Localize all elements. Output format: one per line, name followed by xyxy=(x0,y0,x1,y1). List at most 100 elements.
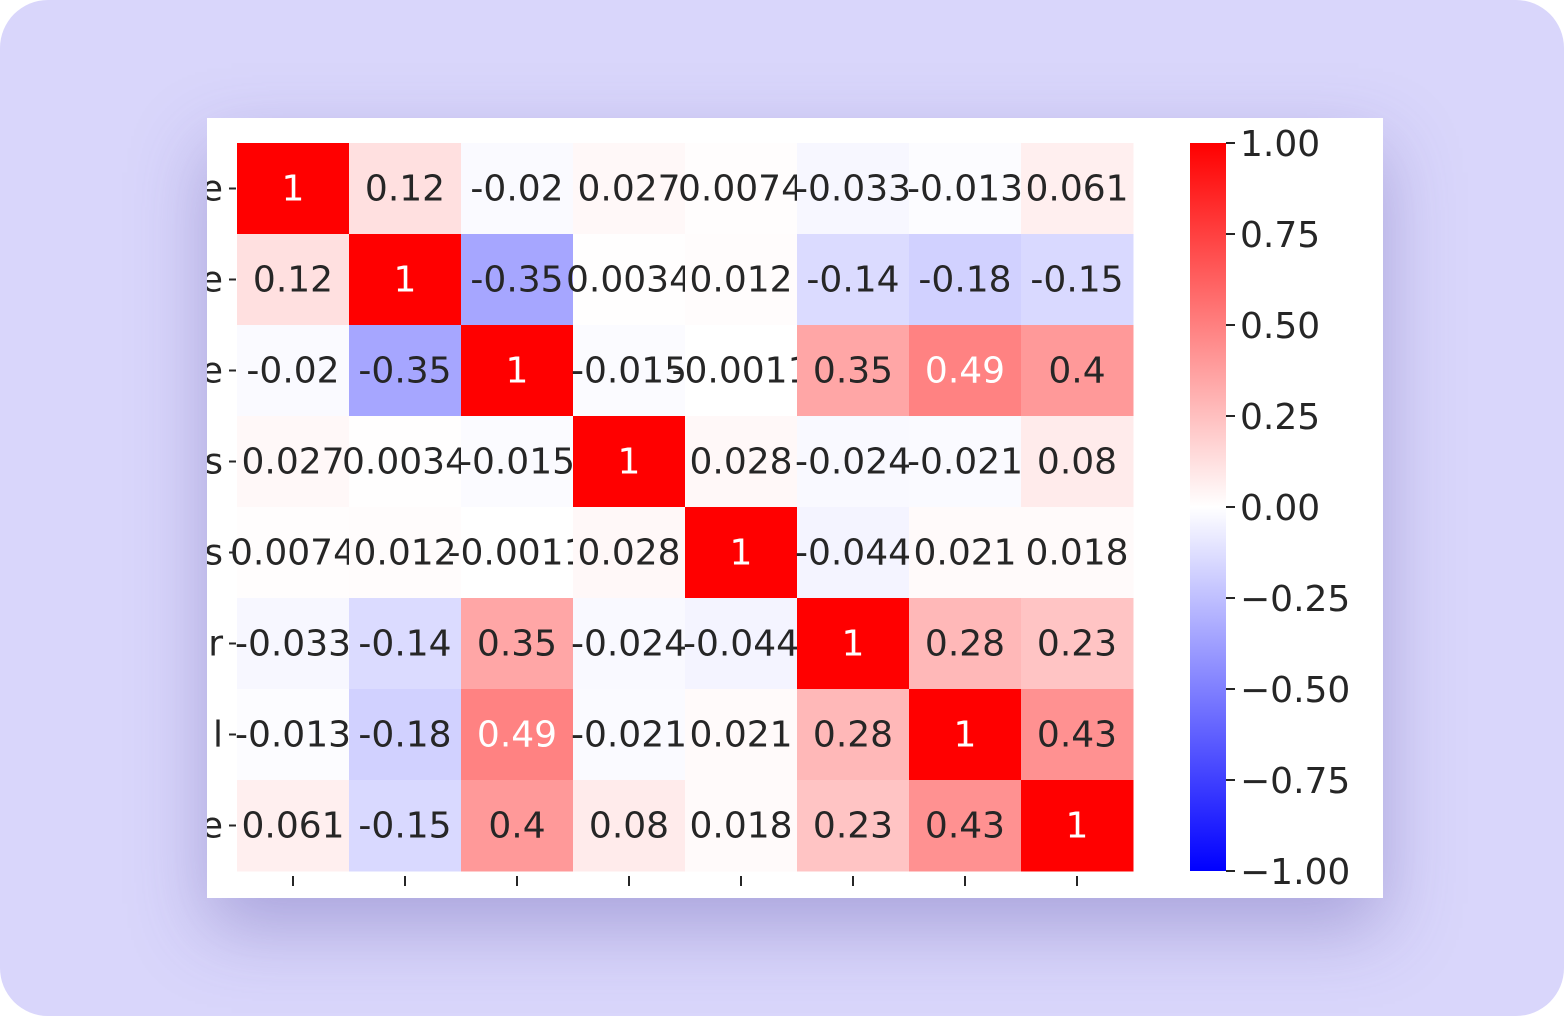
y-axis-tick-label: r xyxy=(208,624,223,665)
heatmap-cell xyxy=(461,325,574,417)
cell-annotation: -0.013 xyxy=(235,715,351,756)
heatmap-cell xyxy=(237,689,350,781)
cell-annotation: -0.044 xyxy=(795,533,911,574)
heatmap-cell xyxy=(237,780,350,872)
heatmap-cell xyxy=(685,689,798,781)
heatmap-cell xyxy=(349,780,462,872)
cell-annotation: 0.018 xyxy=(689,806,792,847)
heatmap-cell xyxy=(909,689,1022,781)
heatmap-cell xyxy=(573,143,686,235)
heatmap-cell xyxy=(909,416,1022,508)
cell-annotation: 0.0034 xyxy=(342,442,468,483)
heatmap-cell xyxy=(797,416,910,508)
cell-annotation: -0.024 xyxy=(795,442,911,483)
heatmap-cell xyxy=(909,507,1022,599)
heatmap-cell xyxy=(685,507,798,599)
cell-annotation: -0.044 xyxy=(683,624,799,665)
heatmap-cell xyxy=(1021,780,1134,872)
cell-annotation: -0.15 xyxy=(1030,260,1123,301)
cell-annotation: 0.061 xyxy=(1025,169,1128,210)
cell-annotation: -0.015 xyxy=(571,351,687,392)
cell-annotation: 0.35 xyxy=(813,351,893,392)
heatmap-cell xyxy=(573,780,686,872)
cell-annotation: -0.015 xyxy=(459,442,575,483)
heatmap-cell xyxy=(685,143,798,235)
heatmap-cell xyxy=(573,598,686,690)
heatmap-cell xyxy=(909,780,1022,872)
colorbar-tick-label: 0.25 xyxy=(1240,397,1320,438)
heatmap-cell xyxy=(797,143,910,235)
heatmap-cell xyxy=(349,507,462,599)
heatmap-cell xyxy=(909,143,1022,235)
heatmap-cell xyxy=(1021,598,1134,690)
heatmap-cell xyxy=(685,325,798,417)
colorbar-gradient xyxy=(1190,143,1226,871)
heatmap-cell xyxy=(573,234,686,326)
cell-annotation: 0.021 xyxy=(913,533,1016,574)
cell-annotation: -0.0011 xyxy=(672,351,811,392)
heatmap-cell xyxy=(1021,325,1134,417)
heatmap-cell xyxy=(349,598,462,690)
cell-annotation: -0.021 xyxy=(571,715,687,756)
colorbar-tick-label: 0.75 xyxy=(1240,215,1320,256)
heatmap-cell xyxy=(237,234,350,326)
heatmap-cell xyxy=(349,689,462,781)
cell-annotation: 0.061 xyxy=(241,806,344,847)
heatmap-cell xyxy=(1021,507,1134,599)
cell-annotation: 1 xyxy=(618,442,641,483)
cell-annotation: 0.43 xyxy=(925,806,1005,847)
cell-annotation: 0.43 xyxy=(1037,715,1117,756)
cell-annotation: 0.49 xyxy=(477,715,557,756)
heatmap-cell xyxy=(461,234,574,326)
colorbar-tick-label: −1.00 xyxy=(1240,852,1350,893)
cell-annotation: 0.012 xyxy=(353,533,456,574)
cell-annotation: -0.013 xyxy=(907,169,1023,210)
heatmap-cell xyxy=(461,780,574,872)
cell-annotation: 0.028 xyxy=(577,533,680,574)
heatmap-cell xyxy=(573,416,686,508)
heatmap-cell xyxy=(685,780,798,872)
heatmap-cell xyxy=(461,143,574,235)
heatmap-cell xyxy=(237,143,350,235)
heatmap-cell xyxy=(685,416,798,508)
y-axis-tick-label: s xyxy=(207,533,223,574)
cell-annotation: -0.02 xyxy=(470,169,563,210)
y-axis-tick-label: e xyxy=(207,806,223,847)
heatmap-cell xyxy=(573,689,686,781)
cell-annotation: 0.23 xyxy=(813,806,893,847)
y-axis-tick-label: e xyxy=(207,260,223,301)
cell-annotation: 0.08 xyxy=(1037,442,1117,483)
colorbar-tick-label: 0.00 xyxy=(1240,488,1320,529)
cell-annotation: 0.23 xyxy=(1037,624,1117,665)
cell-annotation: 0.4 xyxy=(1048,351,1105,392)
cell-annotation: -0.033 xyxy=(235,624,351,665)
colorbar-tick-label: −0.75 xyxy=(1240,761,1350,802)
heatmap-cell xyxy=(349,143,462,235)
cell-annotation: 0.4 xyxy=(488,806,545,847)
cell-annotation: -0.18 xyxy=(918,260,1011,301)
colorbar-tick-label: 0.50 xyxy=(1240,306,1320,347)
cell-annotation: 1 xyxy=(506,351,529,392)
cell-annotation: 0.012 xyxy=(689,260,792,301)
cell-annotation: 0.0074 xyxy=(678,169,804,210)
heatmap-cell xyxy=(237,507,350,599)
cell-annotation: 0.021 xyxy=(689,715,792,756)
heatmap-cell xyxy=(909,234,1022,326)
heatmap-cell xyxy=(461,507,574,599)
cell-annotation: 1 xyxy=(282,169,305,210)
cell-annotation: -0.14 xyxy=(806,260,899,301)
y-axis-tick-label: e xyxy=(207,351,223,392)
y-axis-tick-label: l xyxy=(213,715,223,756)
heatmap-cell xyxy=(237,325,350,417)
cell-annotation: 0.49 xyxy=(925,351,1005,392)
y-axis-tick-label: s xyxy=(207,442,223,483)
heatmap-cell xyxy=(237,598,350,690)
cell-annotation: -0.0011 xyxy=(448,533,587,574)
cell-annotation: 0.12 xyxy=(253,260,333,301)
cell-annotation: 0.028 xyxy=(689,442,792,483)
cell-annotation: 1 xyxy=(394,260,417,301)
cell-annotation: -0.02 xyxy=(246,351,339,392)
colorbar-tick-label: −0.50 xyxy=(1240,670,1350,711)
cell-annotation: 0.018 xyxy=(1025,533,1128,574)
